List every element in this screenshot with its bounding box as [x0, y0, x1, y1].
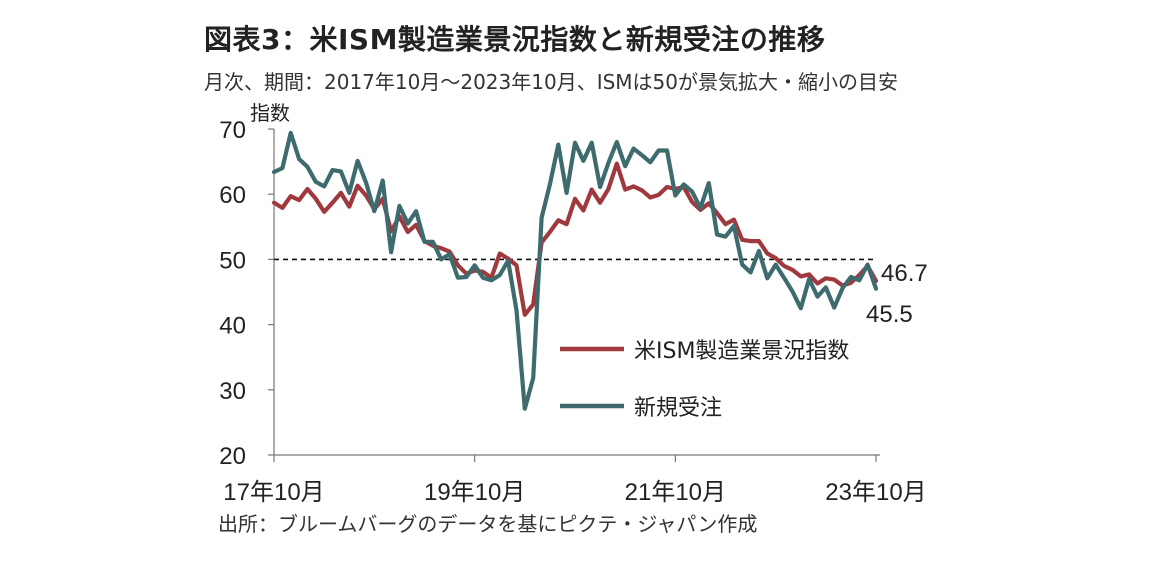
x-tick-label: 19年10月	[424, 479, 525, 506]
legend-label: 新規受注	[634, 396, 722, 421]
new-orders-line	[271, 130, 879, 411]
y-tick-label: 70	[219, 117, 246, 144]
ism-index-line	[271, 161, 879, 317]
x-tick-label: 23年10月	[825, 479, 926, 506]
source-note: 出所：ブルームバーグのデータを基にピクテ・ジャパン作成	[218, 512, 758, 536]
chart-subtitle: 月次、期間：2017年10月～2023年10月、ISMは50が景気拡大・縮小の目…	[204, 70, 898, 94]
x-tick-label: 17年10月	[223, 479, 324, 506]
y-tick-label: 60	[219, 182, 246, 209]
series-layer	[271, 130, 879, 411]
y-tick-label: 50	[219, 247, 246, 274]
chart-title: 図表3：米ISM製造業景況指数と新規受注の推移	[204, 23, 826, 56]
y-axis-label: 指数	[250, 101, 290, 125]
end-label-new-orders: 45.5	[866, 301, 913, 328]
end-label-ism: 46.7	[881, 260, 928, 287]
y-tick-label: 20	[219, 443, 246, 470]
legend-label: 米ISM製造業景況指数	[634, 339, 849, 364]
y-tick-label: 40	[219, 313, 246, 340]
y-tick-label: 30	[219, 378, 246, 405]
x-tick-label: 21年10月	[625, 479, 726, 506]
